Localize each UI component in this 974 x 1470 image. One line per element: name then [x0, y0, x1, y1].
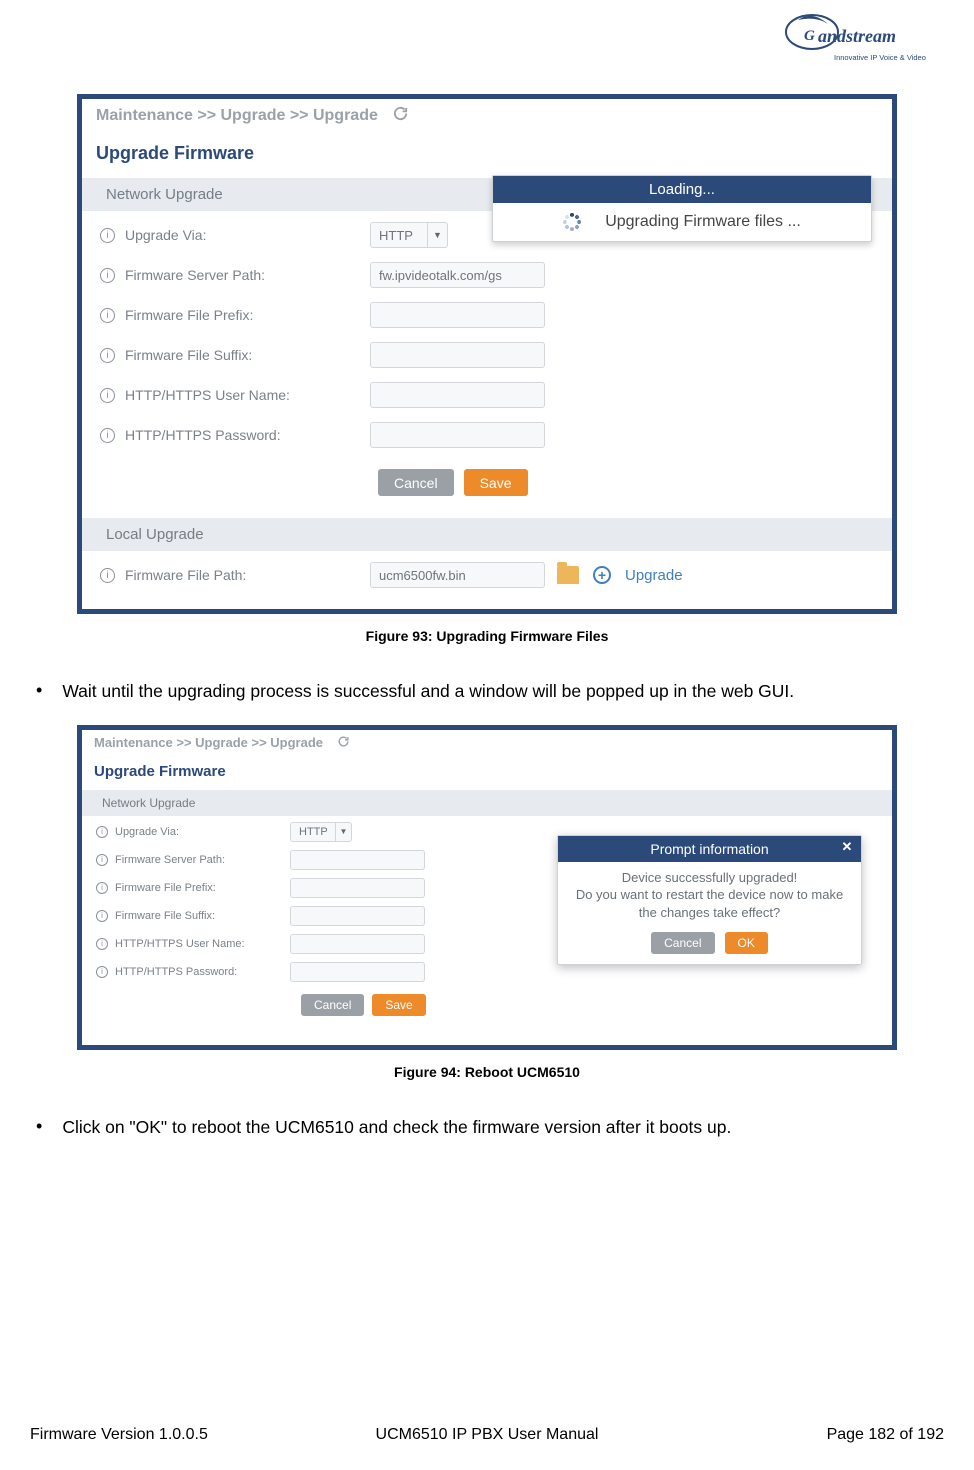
loading-dialog: Loading... Upgrading Firmware files ... [492, 175, 872, 242]
label-http-pass: HTTP/HTTPS Password: [125, 427, 370, 443]
breadcrumb: Maintenance >> Upgrade >> Upgrade [82, 730, 892, 756]
figure-93-screenshot: Maintenance >> Upgrade >> Upgrade Upgrad… [77, 94, 897, 614]
info-icon[interactable]: i [96, 966, 108, 978]
info-icon[interactable]: i [96, 826, 108, 838]
close-icon[interactable]: ✕ [839, 839, 855, 855]
input-server-path[interactable] [290, 850, 425, 870]
input-http-user[interactable] [290, 934, 425, 954]
figure-93-caption: Figure 93: Upgrading Firmware Files [30, 628, 944, 644]
label-upgrade-via: Upgrade Via: [125, 227, 370, 243]
prompt-body: Device successfully upgraded! Do you wan… [558, 862, 861, 926]
info-icon[interactable]: i [96, 910, 108, 922]
row-http-user: i HTTP/HTTPS User Name: [100, 375, 874, 415]
upgrade-link[interactable]: Upgrade [625, 567, 683, 584]
body-bullet-2: • Click on "OK" to reboot the UCM6510 an… [36, 1116, 944, 1139]
label-http-user: HTTP/HTTPS User Name: [115, 938, 290, 950]
chevron-down-icon: ▼ [427, 223, 447, 247]
loading-header: Loading... [493, 176, 871, 203]
figure-94-screenshot: Maintenance >> Upgrade >> Upgrade Upgrad… [77, 725, 897, 1050]
spinner-icon [563, 213, 581, 231]
label-file-path: Firmware File Path: [125, 567, 370, 583]
add-icon[interactable]: + [593, 566, 611, 584]
label-server-path: Firmware Server Path: [115, 854, 290, 866]
section-network-upgrade: Network Upgrade [82, 790, 892, 816]
info-icon[interactable]: i [100, 348, 115, 363]
loading-text: Upgrading Firmware files ... [605, 213, 801, 231]
prompt-ok-button[interactable]: OK [725, 932, 768, 954]
brand-logo: G andstream Innovative IP Voice & Video [784, 14, 944, 72]
label-file-prefix: Firmware File Prefix: [115, 882, 290, 894]
input-file-suffix[interactable] [370, 342, 545, 368]
label-file-suffix: Firmware File Suffix: [115, 910, 290, 922]
panel-title: Upgrade Firmware [82, 756, 892, 790]
input-file-prefix[interactable] [370, 302, 545, 328]
input-http-user[interactable] [370, 382, 545, 408]
input-server-path[interactable]: fw.ipvideotalk.com/gs [370, 262, 545, 288]
save-button[interactable]: Save [372, 994, 425, 1016]
info-icon[interactable]: i [100, 428, 115, 443]
label-http-user: HTTP/HTTPS User Name: [125, 387, 370, 403]
bullet-icon: • [36, 1116, 42, 1138]
bullet-icon: • [36, 680, 42, 702]
page-footer: Firmware Version 1.0.0.5 UCM6510 IP PBX … [0, 1426, 974, 1444]
info-icon[interactable]: i [100, 568, 115, 583]
label-http-pass: HTTP/HTTPS Password: [115, 966, 290, 978]
label-file-prefix: Firmware File Prefix: [125, 307, 370, 323]
select-upgrade-via[interactable]: HTTP ▼ [290, 822, 352, 842]
save-button[interactable]: Save [464, 469, 528, 496]
refresh-icon[interactable] [392, 105, 409, 127]
prompt-cancel-button[interactable]: Cancel [651, 932, 714, 954]
input-file-suffix[interactable] [290, 906, 425, 926]
svg-text:G: G [804, 28, 815, 44]
body-bullet-1: • Wait until the upgrading process is su… [36, 680, 944, 703]
breadcrumb-text: Maintenance >> Upgrade >> Upgrade [96, 107, 378, 125]
row-file-path: i Firmware File Path: ucm6500fw.bin + Up… [100, 555, 874, 595]
prompt-dialog: Prompt information ✕ Device successfully… [557, 835, 862, 966]
row-server-path: i Firmware Server Path: fw.ipvideotalk.c… [100, 255, 874, 295]
info-icon[interactable]: i [100, 308, 115, 323]
input-http-pass[interactable] [290, 962, 425, 982]
input-file-prefix[interactable] [290, 878, 425, 898]
folder-icon[interactable] [557, 566, 579, 584]
panel-title: Upgrade Firmware [82, 133, 892, 178]
footer-center: UCM6510 IP PBX User Manual [0, 1426, 974, 1444]
info-icon[interactable]: i [96, 938, 108, 950]
prompt-header: Prompt information ✕ [558, 836, 861, 862]
cancel-button[interactable]: Cancel [301, 994, 364, 1016]
row-http-pass: i HTTP/HTTPS Password: [100, 415, 874, 455]
label-server-path: Firmware Server Path: [125, 267, 370, 283]
breadcrumb-text: Maintenance >> Upgrade >> Upgrade [94, 735, 323, 750]
label-upgrade-via: Upgrade Via: [115, 826, 290, 838]
info-icon[interactable]: i [96, 882, 108, 894]
info-icon[interactable]: i [100, 228, 115, 243]
input-http-pass[interactable] [370, 422, 545, 448]
refresh-icon[interactable] [337, 735, 350, 751]
figure-94-caption: Figure 94: Reboot UCM6510 [30, 1064, 944, 1080]
row-file-suffix: i Firmware File Suffix: [100, 335, 874, 375]
info-icon[interactable]: i [100, 268, 115, 283]
cancel-button[interactable]: Cancel [378, 469, 454, 496]
chevron-down-icon: ▼ [335, 823, 351, 841]
info-icon[interactable]: i [96, 854, 108, 866]
breadcrumb: Maintenance >> Upgrade >> Upgrade [82, 99, 892, 133]
label-file-suffix: Firmware File Suffix: [125, 347, 370, 363]
info-icon[interactable]: i [100, 388, 115, 403]
svg-text:Innovative IP Voice & Video: Innovative IP Voice & Video [834, 53, 926, 62]
select-upgrade-via[interactable]: HTTP ▼ [370, 222, 448, 248]
row-file-prefix: i Firmware File Prefix: [100, 295, 874, 335]
section-local-upgrade: Local Upgrade [82, 518, 892, 551]
svg-text:andstream: andstream [818, 26, 896, 46]
input-file-path[interactable]: ucm6500fw.bin [370, 562, 545, 588]
